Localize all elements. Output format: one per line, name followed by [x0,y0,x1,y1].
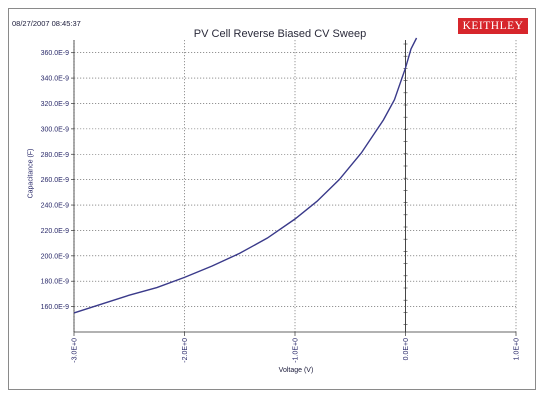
chart-frame [8,8,536,390]
x-axis-label: Voltage (V) [278,367,314,374]
tick-marks [71,43,517,336]
x-tick-label: -2.0E+0 [182,338,189,363]
axes [73,40,516,333]
y-tick-label: 280.0E-9 [41,152,70,159]
x-tick-label: -3.0E+0 [72,338,79,363]
series-line-capacitance [73,37,418,314]
y-tick-label: 340.0E-9 [41,76,70,83]
y-tick-label: 320.0E-9 [41,101,70,108]
timestamp: 08/27/2007 08:45:37 [12,19,81,28]
y-tick-label: 200.0E-9 [41,253,70,260]
y-tick-label: 220.0E-9 [41,228,70,235]
tick-labels: 160.0E-9 180.0E-9 200.0E-9 220.0E-9 240.0E-9… [41,50,521,363]
x-tick-label: 0.0E+0 [403,338,410,360]
y-tick-label: 160.0E-9 [41,304,70,311]
x-tick-label: 1.0E+0 [514,338,521,360]
keithley-logo: KEITHLEY [458,18,528,34]
y-tick-label: 180.0E-9 [41,279,70,286]
x-tick-label: -1.0E+0 [293,338,300,363]
chart-title: PV Cell Reverse Biased CV Sweep [193,28,367,40]
grid-lines [73,40,517,332]
y-tick-label: 300.0E-9 [41,126,70,133]
y-tick-label: 360.0E-9 [41,50,70,57]
y-tick-label: 260.0E-9 [41,177,70,184]
y-tick-label: 240.0E-9 [41,203,70,210]
